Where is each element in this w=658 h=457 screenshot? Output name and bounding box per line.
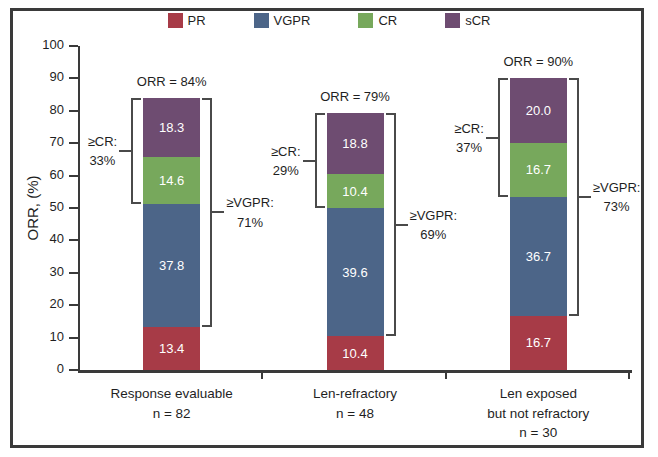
x-tick bbox=[261, 373, 263, 379]
y-tick bbox=[69, 175, 78, 177]
y-tick-label: 30 bbox=[28, 264, 64, 279]
segment-value-label: 10.4 bbox=[342, 346, 367, 361]
y-tick-label: 10 bbox=[28, 329, 64, 344]
segment-value-label: 13.4 bbox=[159, 341, 184, 356]
bar-segment-vgpr: 36.7 bbox=[510, 197, 567, 316]
x-category-label: Response evaluable n = 82 bbox=[80, 384, 264, 423]
cr-bracket-arm bbox=[131, 98, 141, 100]
y-tick bbox=[69, 110, 78, 112]
vgpr-bracket-arm bbox=[569, 314, 579, 316]
bar-segment-pr: 13.4 bbox=[143, 327, 200, 370]
cr-bracket-line bbox=[315, 113, 317, 208]
cr-bracket-arm bbox=[131, 202, 141, 204]
vgpr-bracket-pointer bbox=[396, 224, 408, 226]
y-tick bbox=[69, 239, 78, 241]
vgpr-bracket-pointer bbox=[579, 196, 591, 198]
y-tick bbox=[69, 337, 78, 339]
y-tick-label: 50 bbox=[28, 199, 64, 214]
vgpr-bracket-arm bbox=[202, 325, 212, 327]
y-tick bbox=[69, 272, 78, 274]
segment-value-label: 14.6 bbox=[159, 173, 184, 188]
segment-value-label: 18.8 bbox=[342, 136, 367, 151]
vgpr-bracket-arm bbox=[386, 334, 396, 336]
bar-segment-pr: 16.7 bbox=[510, 316, 567, 370]
bar-segment-pr: 10.4 bbox=[327, 336, 384, 370]
orr-label: ORR = 90% bbox=[468, 54, 608, 69]
x-tick bbox=[628, 373, 630, 379]
cr-bracket-label: ≥CR: 29% bbox=[271, 141, 301, 180]
x-axis-line bbox=[78, 370, 632, 373]
cr-bracket-label: ≥CR: 33% bbox=[88, 131, 118, 170]
bar-segment-cr: 16.7 bbox=[510, 143, 567, 197]
y-tick bbox=[69, 304, 78, 306]
bar-segment-vgpr: 37.8 bbox=[143, 204, 200, 326]
y-tick-label: 40 bbox=[28, 231, 64, 246]
segment-value-label: 16.7 bbox=[526, 162, 551, 177]
x-tick bbox=[445, 373, 447, 379]
cr-bracket-arm bbox=[498, 78, 508, 80]
y-tick-label: 100 bbox=[28, 37, 64, 52]
y-tick bbox=[69, 45, 78, 47]
bar-segment-scr: 20.0 bbox=[510, 78, 567, 143]
bar-segment-scr: 18.8 bbox=[327, 113, 384, 174]
vgpr-bracket-label: ≥VGPR: 69% bbox=[410, 205, 458, 244]
cr-bracket-pointer bbox=[119, 150, 131, 152]
segment-value-label: 18.3 bbox=[159, 120, 184, 135]
y-tick bbox=[69, 369, 78, 371]
cr-bracket-arm bbox=[315, 206, 325, 208]
cr-bracket-pointer bbox=[303, 160, 315, 162]
vgpr-bracket-pointer bbox=[212, 211, 224, 213]
bar-segment-cr: 10.4 bbox=[327, 174, 384, 208]
orr-label: ORR = 84% bbox=[102, 74, 242, 89]
y-tick bbox=[69, 207, 78, 209]
cr-bracket-arm bbox=[498, 195, 508, 197]
bar-segment-vgpr: 39.6 bbox=[327, 208, 384, 336]
y-tick-label: 60 bbox=[28, 167, 64, 182]
y-tick-label: 80 bbox=[28, 102, 64, 117]
y-tick-label: 70 bbox=[28, 134, 64, 149]
y-axis-line bbox=[78, 46, 80, 372]
segment-value-label: 16.7 bbox=[526, 335, 551, 350]
y-tick bbox=[69, 142, 78, 144]
cr-bracket-line bbox=[498, 78, 500, 197]
vgpr-bracket-arm bbox=[569, 78, 579, 80]
bar-segment-scr: 18.3 bbox=[143, 98, 200, 157]
segment-value-label: 36.7 bbox=[526, 249, 551, 264]
cr-bracket-pointer bbox=[486, 137, 498, 139]
segment-value-label: 10.4 bbox=[342, 184, 367, 199]
vgpr-bracket-label: ≥VGPR: 73% bbox=[593, 177, 641, 216]
x-category-label: Len exposed but not refractory n = 30 bbox=[446, 384, 630, 443]
chart-stage: PRVGPRCRsCR ORR, (%) 0102030405060708090… bbox=[0, 0, 658, 457]
segment-value-label: 37.8 bbox=[159, 258, 184, 273]
segment-value-label: 39.6 bbox=[342, 265, 367, 280]
vgpr-bracket-label: ≥VGPR: 71% bbox=[226, 193, 274, 232]
y-tick-label: 20 bbox=[28, 296, 64, 311]
segment-value-label: 20.0 bbox=[526, 103, 551, 118]
y-tick-label: 0 bbox=[28, 361, 64, 376]
cr-bracket-label: ≥CR: 37% bbox=[454, 118, 484, 157]
x-category-label: Len-refractory n = 48 bbox=[263, 384, 447, 423]
y-tick bbox=[69, 77, 78, 79]
cr-bracket-line bbox=[131, 98, 133, 205]
vgpr-bracket-arm bbox=[202, 98, 212, 100]
orr-label: ORR = 79% bbox=[285, 89, 425, 104]
plot-area: 0 10 20 30 40 50 60 70 80 90 100 13.4 37.8 14.6 18.3 OR… bbox=[0, 0, 658, 457]
cr-bracket-arm bbox=[315, 113, 325, 115]
bar-segment-cr: 14.6 bbox=[143, 157, 200, 204]
y-tick-label: 90 bbox=[28, 69, 64, 84]
vgpr-bracket-arm bbox=[386, 113, 396, 115]
